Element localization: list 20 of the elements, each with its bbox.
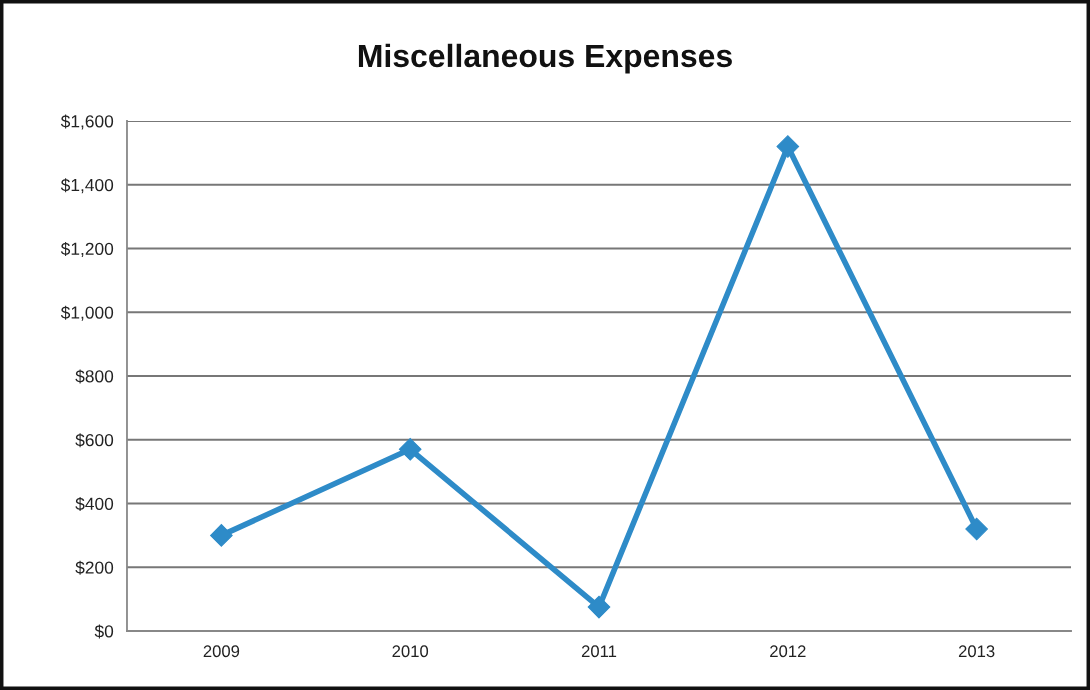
point xyxy=(776,135,800,158)
point xyxy=(398,438,422,461)
y-tick-label: $1,600 xyxy=(60,114,114,130)
x-tick-label: 2009 xyxy=(203,645,240,658)
y-tick-label: $200 xyxy=(75,560,114,575)
y-tick-label: $800 xyxy=(75,369,114,384)
y-tick-label: $0 xyxy=(94,624,114,639)
x-tick-label: 2010 xyxy=(392,645,429,658)
y-tick-label: $1,000 xyxy=(60,305,114,321)
x-tick-label: 2012 xyxy=(770,645,806,658)
y-tick-label: $1,200 xyxy=(60,241,114,258)
y-tick-label: $400 xyxy=(75,496,114,512)
point xyxy=(210,524,233,547)
point xyxy=(965,517,988,541)
point xyxy=(587,595,611,619)
x-tick-label: 2013 xyxy=(958,645,995,658)
y-tick-label: $600 xyxy=(75,433,114,448)
y-tick-label: $1,400 xyxy=(60,178,114,194)
x-tick-label: 2011 xyxy=(581,645,617,658)
chart-title: Miscellaneous Expenses xyxy=(358,43,732,74)
